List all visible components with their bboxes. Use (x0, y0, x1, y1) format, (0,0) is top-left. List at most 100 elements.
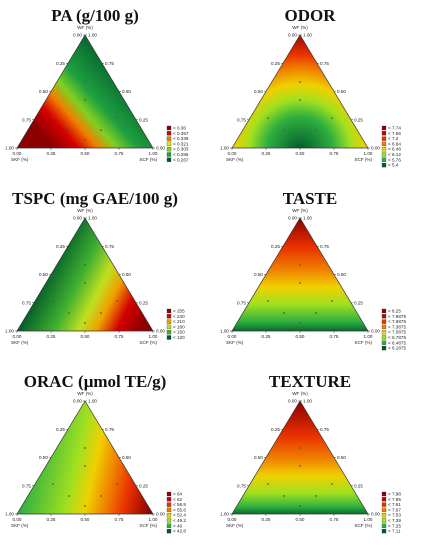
legend-swatch (166, 157, 172, 162)
design-point (84, 465, 86, 467)
design-point (68, 129, 70, 131)
legend-label: < 6.48 (388, 147, 401, 152)
axis-label-scf: SCF (%) (139, 340, 157, 345)
design-point (315, 495, 317, 497)
legend-label: < 0.357 (173, 131, 189, 136)
legend-label: < 7.56 (388, 131, 401, 136)
legend-swatch (381, 319, 387, 324)
tick-label-bottom: 0.25 (262, 334, 271, 339)
legend-label: < 6.7875 (388, 335, 406, 340)
tick-label-left: 0.75 (237, 117, 246, 122)
design-point (267, 300, 269, 302)
legend-swatch (166, 324, 172, 330)
tick-label-left: 0.75 (22, 117, 31, 122)
design-point (68, 495, 70, 497)
tick-label-right: 0.50 (337, 455, 346, 460)
chart-title-tspc: TSPC (mg GAE/100 g) (12, 189, 178, 208)
legend-label: < 42.8 (173, 529, 186, 534)
tick-label-right: 0.25 (139, 117, 148, 122)
legend-label: < 7.67 (388, 507, 401, 512)
tick-label-bottom: 0.50 (296, 334, 305, 339)
legend-label: < 5.4 (388, 163, 399, 168)
tick-label-right: 0.00 (371, 329, 380, 334)
axis-label-scf: SCF (%) (354, 523, 372, 528)
tick-label-left: 1.00 (5, 512, 14, 517)
legend-swatch (381, 335, 387, 340)
axis-label-scf: SCF (%) (139, 523, 157, 528)
legend-swatch (166, 141, 172, 147)
legend-label: < 7.3875 (388, 324, 406, 329)
ternary-plot-texture: 0.00 0.25 0.50 0.75 1.00 1.00 0.75 0.50 0.25 0.00… (220, 391, 401, 534)
panel-pa: PA (g/100 g) 0.00 0.25 0.50 0.75 1.00 1.00 0.7… (5, 0, 220, 183)
legend-label: < 46 (173, 523, 183, 528)
legend-label: < 64 (173, 492, 183, 497)
axis-label-scf: SCF (%) (354, 340, 372, 345)
legend-swatch (166, 502, 172, 507)
tick-label-left: 0.25 (271, 427, 280, 432)
legend-label: < 0.303 (173, 147, 189, 152)
design-point (299, 447, 301, 449)
legend-label: < 7.53 (388, 513, 401, 518)
axis-label-skf: SKF (%) (11, 157, 29, 162)
tick-label-right: 0.00 (371, 512, 380, 517)
legend-swatch (166, 518, 172, 523)
tick-label-right: 0.25 (139, 483, 148, 488)
tick-label-right: 0.75 (105, 61, 114, 66)
axis-label-wf: WF (%) (77, 25, 93, 30)
tick-label-right: 0.25 (354, 483, 363, 488)
legend-label: < 0.339 (173, 136, 189, 141)
axis-label-wf: WF (%) (77, 208, 93, 213)
axis-label-skf: SKF (%) (11, 340, 29, 345)
legend-swatch (166, 136, 172, 141)
tick-label-right: 0.75 (105, 244, 114, 249)
tick-label-bottom: 1.00 (149, 517, 158, 522)
design-point (100, 495, 102, 497)
tick-label-right: 0.50 (122, 455, 131, 460)
tick-label-right: 0.00 (156, 329, 165, 334)
tick-label-left: 1.00 (5, 146, 14, 151)
legend-swatch (166, 314, 172, 319)
panel-orac: ORAC (μmol TE/g) 0.00 0.25 0.50 0.75 1.00 1.0… (5, 366, 220, 549)
panel-odor: ODOR 0.00 0.25 0.50 0.75 1.00 1.00 0.75 0.50 0.2… (220, 0, 430, 183)
legend-label: < 7.0875 (388, 330, 406, 335)
legend-label: < 7.11 (388, 529, 401, 534)
legend-label: < 180 (173, 324, 185, 329)
design-point (331, 483, 333, 485)
tick-label-bottom: 0.75 (330, 334, 339, 339)
tick-label-left: 0.00 (73, 33, 82, 38)
tick-label-bottom: 0.75 (115, 151, 124, 156)
tick-label-bottom: 0.75 (330, 517, 339, 522)
ternary-plot-tspc: 0.00 0.25 0.50 0.75 1.00 1.00 0.75 0.50 0.25 0.00… (5, 208, 185, 345)
tick-label-right: 0.00 (156, 512, 165, 517)
tick-label-bottom: 0.25 (47, 334, 56, 339)
legend-swatch (381, 314, 387, 319)
tick-label-bottom: 0.00 (13, 517, 22, 522)
legend-swatch (381, 491, 387, 497)
legend-label: < 7.95 (388, 497, 401, 502)
legend-swatch (166, 125, 172, 131)
legend-label: < 55.6 (173, 507, 186, 512)
legend-label: < 7.74 (388, 126, 401, 131)
axis-label-skf: SKF (%) (226, 340, 244, 345)
tick-label-right: 1.00 (88, 216, 97, 221)
ternary-plot-taste: 0.00 0.25 0.50 0.75 1.00 1.00 0.75 0.50 0.25 0.00… (220, 208, 406, 351)
panel-taste: TASTE 0.00 0.25 0.50 0.75 1.00 1.00 0.75 0.50 0.… (220, 183, 430, 366)
tick-label-left: 0.25 (271, 244, 280, 249)
tick-label-bottom: 0.50 (296, 151, 305, 156)
legend-label: < 6.12 (388, 152, 401, 157)
axis-label-scf: SCF (%) (354, 157, 372, 162)
legend-swatch (381, 502, 387, 507)
legend-label: < 5.76 (388, 157, 401, 162)
tick-label-right: 0.75 (320, 61, 329, 66)
legend-label: < 210 (173, 319, 185, 324)
axis-label-wf: WF (%) (292, 208, 308, 213)
design-point (315, 129, 317, 131)
legend-label: < 49.2 (173, 518, 186, 523)
legend-swatch (166, 131, 172, 136)
legend-label: < 0.36 (173, 126, 186, 131)
legend-label: < 6.1875 (388, 346, 406, 351)
tick-label-left: 0.50 (254, 89, 263, 94)
legend-label: < 7.9875 (388, 314, 406, 319)
legend-swatch (381, 340, 387, 345)
legend-label: < 7.98 (388, 492, 401, 497)
